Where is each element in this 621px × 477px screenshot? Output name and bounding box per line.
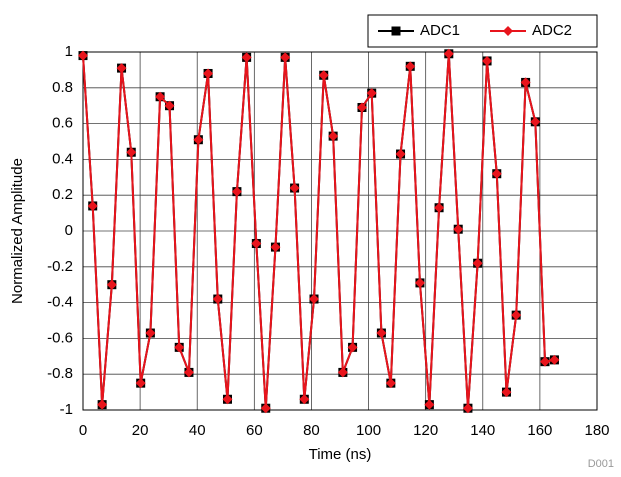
x-tick-label: 100 [356, 422, 381, 439]
data-point [395, 149, 406, 160]
data-point [491, 168, 502, 179]
data-point [135, 378, 146, 389]
legend-label: ADC1 [420, 22, 460, 39]
data-point [193, 134, 204, 145]
data-point [443, 48, 454, 59]
data-point [530, 116, 541, 127]
y-tick-label: 0.8 [52, 79, 73, 96]
y-tick-label: -1 [60, 401, 73, 418]
x-tick-label: 40 [189, 422, 206, 439]
x-tick-label: 160 [527, 422, 552, 439]
data-point [366, 88, 377, 99]
data-point [328, 131, 339, 142]
data-point [116, 63, 127, 74]
data-point [472, 258, 483, 269]
y-tick-label: -0.4 [47, 294, 73, 311]
x-tick-label: 180 [584, 422, 609, 439]
y-tick-label: 1 [65, 43, 73, 60]
data-point [511, 310, 522, 321]
legend-label: ADC2 [532, 22, 572, 39]
data-point [434, 202, 445, 213]
data-point [347, 342, 358, 353]
data-point [356, 102, 367, 113]
data-point [203, 68, 214, 79]
data-point [424, 399, 435, 410]
data-point [289, 183, 300, 194]
legend-marker [503, 26, 513, 36]
data-point [414, 277, 425, 288]
data-point [164, 100, 175, 111]
x-axis-label: Time (ns) [309, 446, 372, 463]
data-point [241, 52, 252, 63]
plot-frame [82, 51, 598, 411]
data-point [540, 356, 551, 367]
y-tick-label: -0.2 [47, 258, 73, 275]
data-point [231, 186, 242, 197]
data-point [260, 403, 271, 414]
data-point [155, 91, 166, 102]
data-point [183, 367, 194, 378]
data-point [106, 279, 117, 290]
data-point [453, 224, 464, 235]
data-point [549, 354, 560, 365]
data-point [212, 294, 223, 305]
data-point [337, 367, 348, 378]
data-point [87, 200, 98, 211]
data-point [405, 61, 416, 72]
data-point [376, 328, 387, 339]
data-point [482, 55, 493, 66]
data-point [520, 77, 531, 88]
y-tick-label: 0 [65, 222, 73, 239]
data-point [145, 328, 156, 339]
data-point [97, 399, 108, 410]
x-tick-label: 140 [470, 422, 495, 439]
data-point [126, 147, 137, 158]
data-point [222, 394, 233, 405]
data-point [280, 52, 291, 63]
data-point [270, 242, 281, 253]
data-point [174, 342, 185, 353]
x-tick-label: 20 [132, 422, 149, 439]
y-tick-label: -0.6 [47, 329, 73, 346]
y-tick-label: -0.8 [47, 365, 73, 382]
y-tick-label: 0.4 [52, 150, 73, 167]
x-tick-label: 80 [303, 422, 320, 439]
x-tick-label: 0 [79, 422, 87, 439]
data-point [462, 403, 473, 414]
data-point [299, 394, 310, 405]
data-point [501, 387, 512, 398]
x-tick-label: 120 [413, 422, 438, 439]
data-point [385, 378, 396, 389]
y-axis-label: Normalized Amplitude [9, 158, 26, 304]
y-tick-label: 0.2 [52, 186, 73, 203]
legend-marker [391, 26, 401, 36]
figure-id: D001 [588, 458, 614, 470]
data-point [309, 294, 320, 305]
data-point [318, 70, 329, 81]
data-point [251, 238, 262, 249]
data-point [78, 50, 88, 61]
y-tick-label: 0.6 [52, 115, 73, 132]
x-tick-label: 60 [246, 422, 263, 439]
